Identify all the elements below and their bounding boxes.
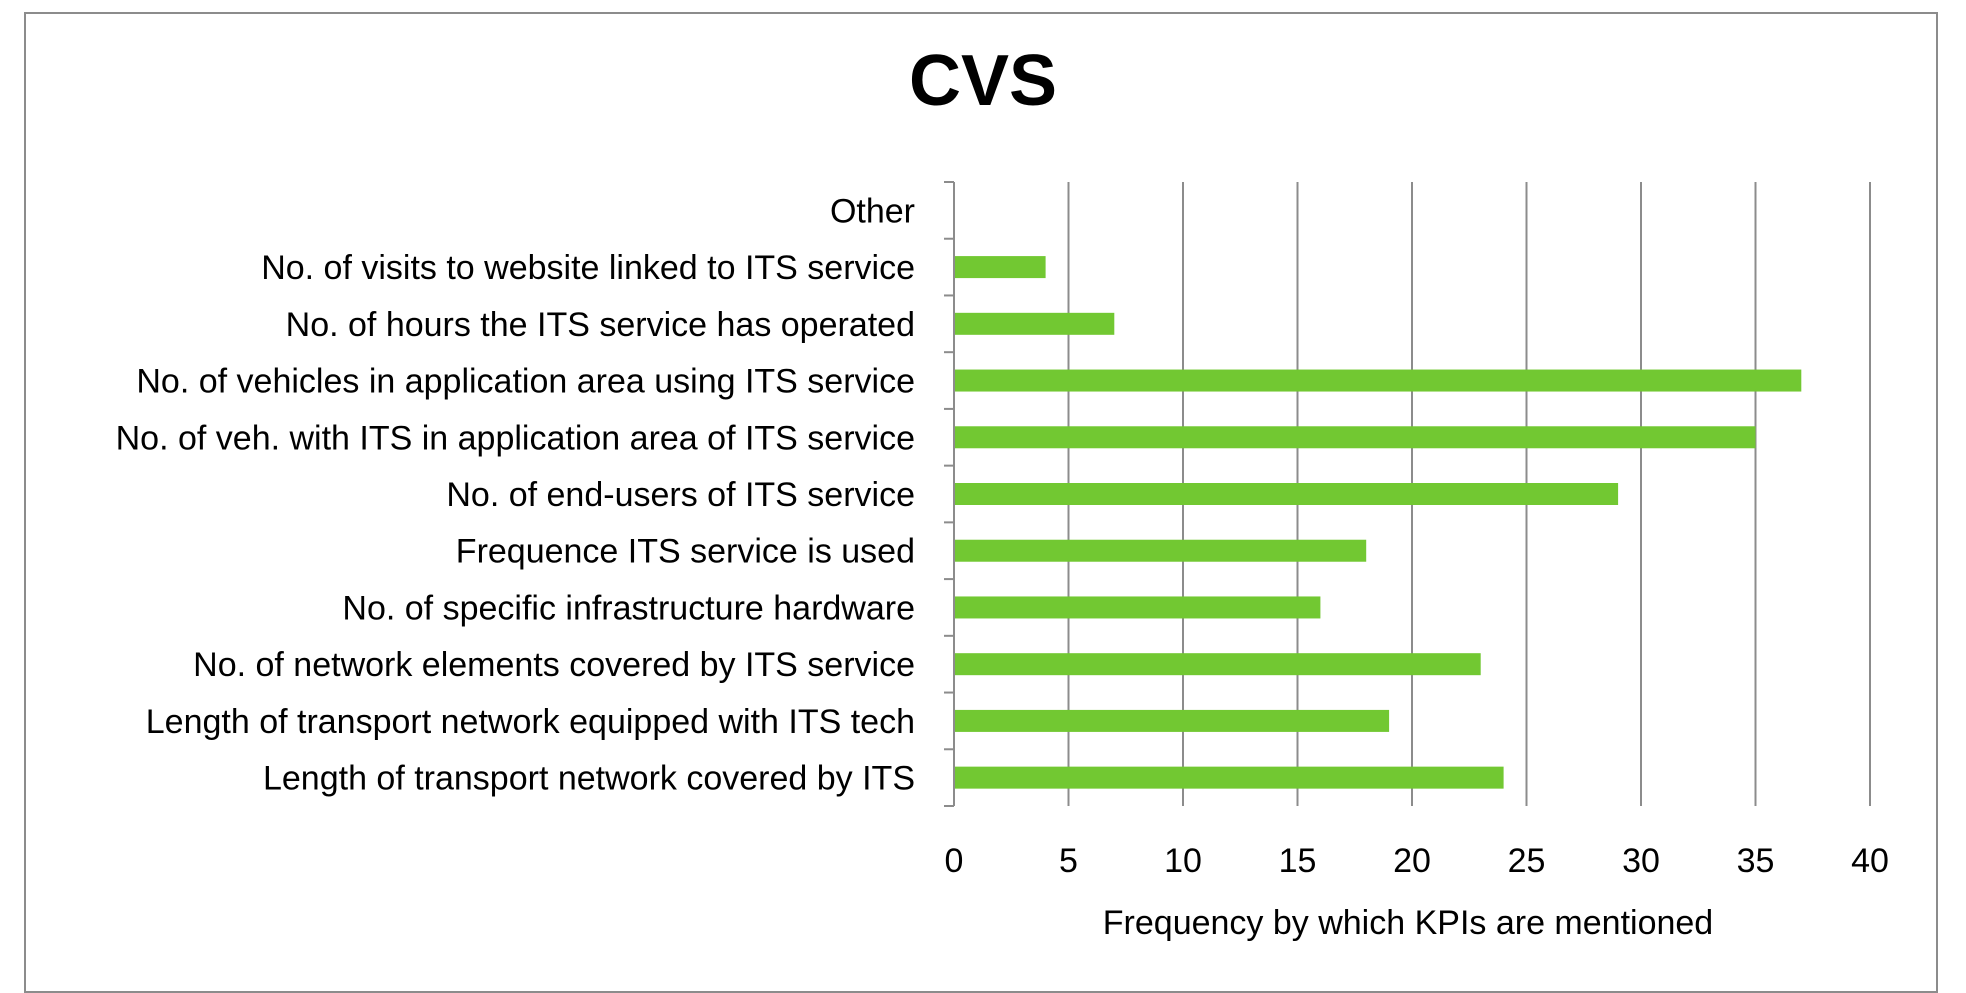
- x-tick-label: 15: [1279, 842, 1317, 880]
- bar: [955, 369, 1802, 392]
- x-tick-label: 0: [945, 842, 964, 880]
- category-label: No. of vehicles in application area usin…: [136, 363, 915, 401]
- x-tick-label: 30: [1622, 842, 1660, 880]
- x-tick-label: 20: [1393, 842, 1431, 880]
- bar: [955, 653, 1481, 676]
- bar: [955, 256, 1046, 279]
- chart-title: CVS: [908, 41, 1058, 121]
- category-label: Length of transport network equipped wit…: [146, 703, 915, 741]
- category-label: No. of network elements covered by ITS s…: [193, 646, 915, 684]
- bar: [955, 312, 1115, 335]
- category-label: No. of visits to website linked to ITS s…: [261, 249, 915, 287]
- x-tick-label: 25: [1508, 842, 1546, 880]
- category-label: Other: [830, 192, 915, 230]
- x-tick-label: 10: [1164, 842, 1202, 880]
- bar: [955, 596, 1321, 619]
- category-label: Frequence ITS service is used: [456, 533, 915, 571]
- category-label: No. of specific infrastructure hardware: [342, 589, 915, 627]
- x-axis-title: Frequency by which KPIs are mentioned: [1103, 904, 1713, 942]
- x-tick-label: 5: [1059, 842, 1078, 880]
- bar: [955, 483, 1619, 505]
- bar: [955, 766, 1504, 789]
- x-tick-label: 35: [1737, 842, 1775, 880]
- category-label: No. of hours the ITS service has operate…: [286, 306, 915, 344]
- bar: [955, 709, 1390, 732]
- bar: [955, 539, 1367, 562]
- x-tick-label: 40: [1851, 842, 1889, 880]
- bar: [955, 426, 1756, 449]
- category-label: No. of veh. with ITS in application area…: [116, 419, 915, 457]
- category-label: No. of end-users of ITS service: [446, 476, 915, 514]
- category-label: Length of transport network covered by I…: [263, 760, 915, 798]
